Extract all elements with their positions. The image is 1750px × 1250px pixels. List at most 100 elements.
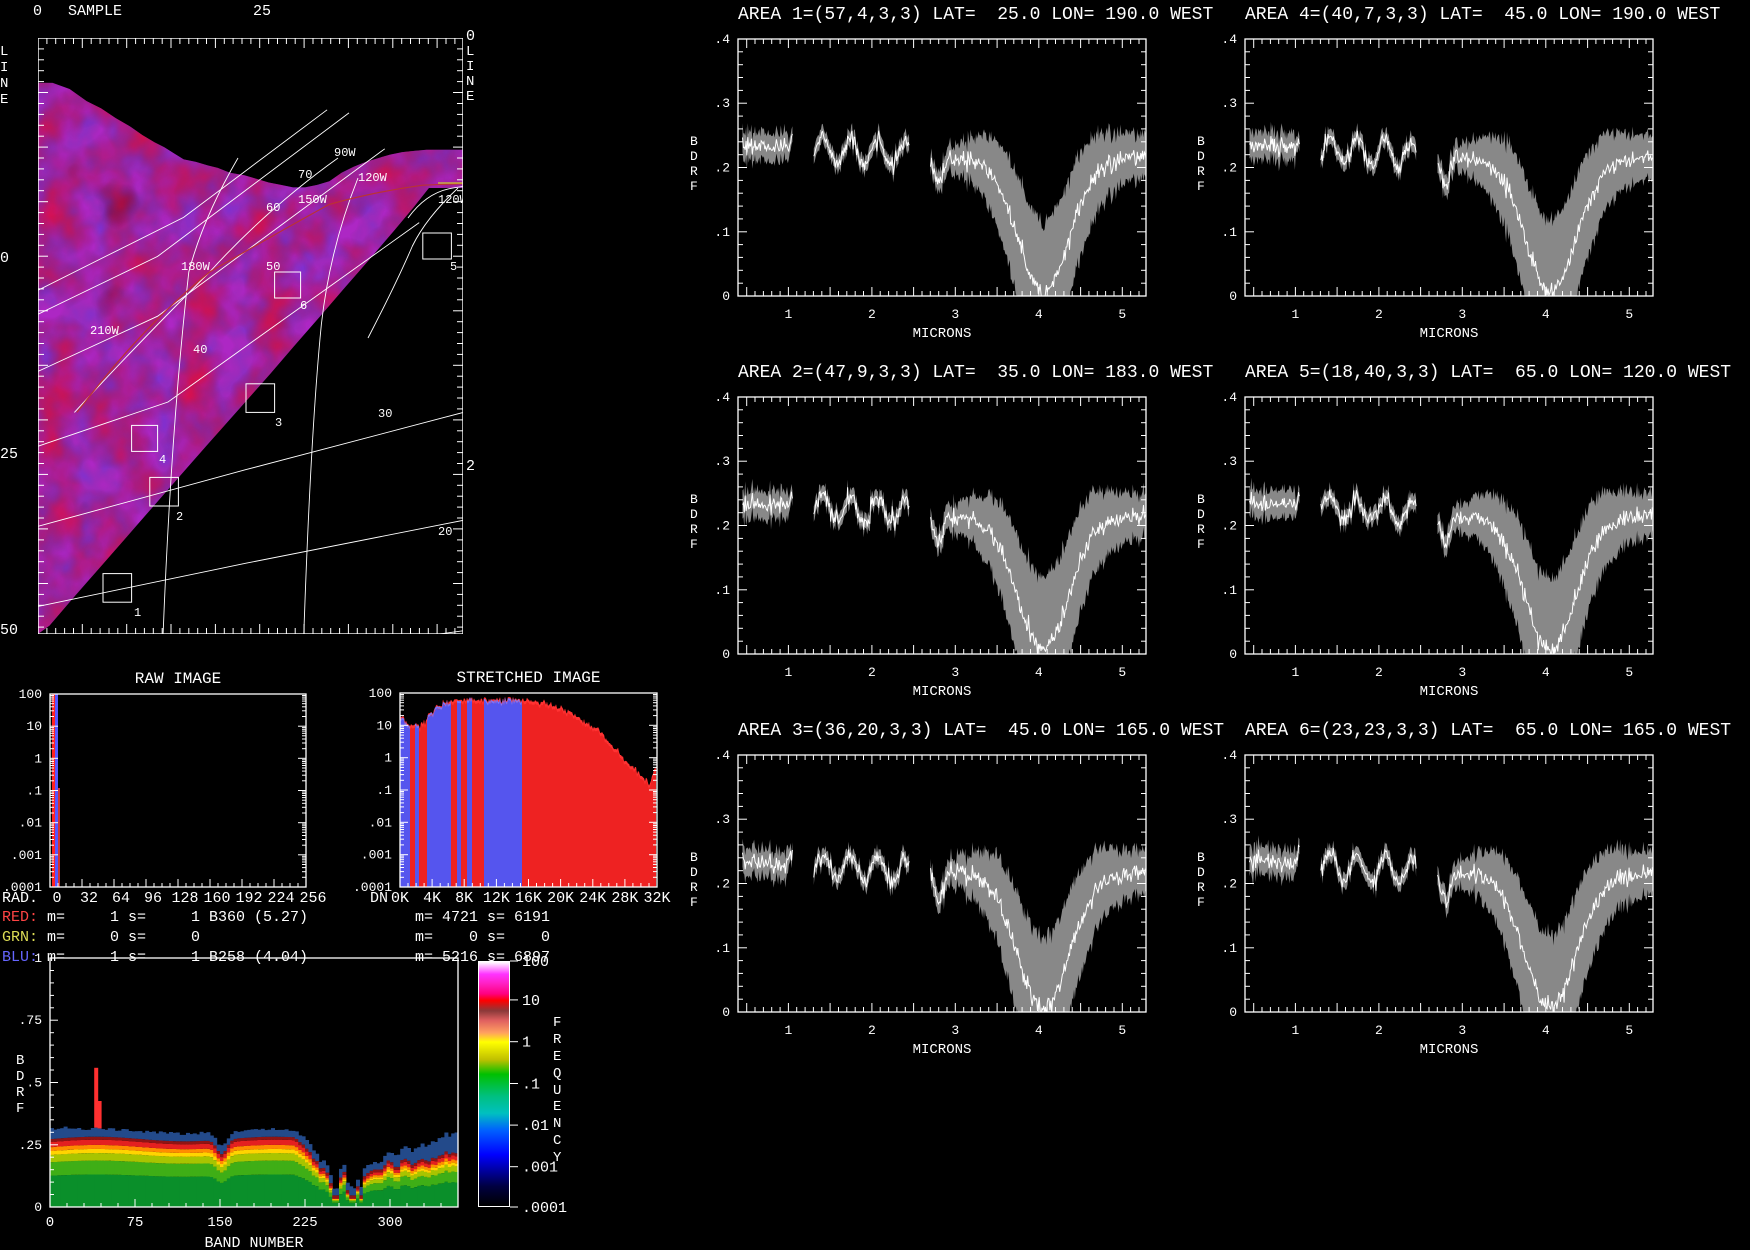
svg-text:.4: .4 — [1221, 748, 1237, 763]
svg-text:.4: .4 — [714, 748, 730, 763]
svg-text:4: 4 — [1542, 1023, 1550, 1038]
svg-text:2: 2 — [868, 1023, 876, 1038]
svg-text:3: 3 — [951, 665, 959, 680]
svg-text:5: 5 — [1625, 307, 1633, 322]
svg-text:6: 6 — [300, 299, 307, 313]
svg-text:.1: .1 — [714, 583, 730, 598]
svg-text:4: 4 — [1035, 665, 1043, 680]
svg-text:.2: .2 — [1221, 518, 1237, 533]
svg-text:.2: .2 — [714, 161, 730, 176]
svg-text:5: 5 — [1118, 665, 1126, 680]
svg-text:.25: .25 — [19, 1138, 42, 1153]
svg-text:.3: .3 — [1221, 812, 1237, 827]
svg-text:.01: .01 — [522, 1118, 549, 1135]
svg-text:50: 50 — [266, 260, 280, 274]
svg-text:.2: .2 — [1221, 876, 1237, 891]
svg-text:0: 0 — [722, 1005, 730, 1020]
svg-text:30: 30 — [378, 407, 392, 421]
svg-text:5: 5 — [1625, 1023, 1633, 1038]
svg-text:3: 3 — [1458, 307, 1466, 322]
svg-text:5: 5 — [1625, 665, 1633, 680]
svg-text:20: 20 — [438, 525, 452, 539]
svg-text:.4: .4 — [714, 390, 730, 405]
svg-text:3: 3 — [1458, 665, 1466, 680]
svg-text:.001: .001 — [11, 848, 42, 863]
svg-text:10: 10 — [522, 993, 540, 1010]
svg-text:0: 0 — [1229, 289, 1237, 304]
svg-text:2: 2 — [868, 665, 876, 680]
svg-text:3: 3 — [275, 416, 282, 430]
svg-text:5: 5 — [1118, 1023, 1126, 1038]
svg-text:.4: .4 — [714, 32, 730, 47]
svg-text:.0001: .0001 — [522, 1200, 567, 1217]
svg-text:120W: 120W — [438, 193, 463, 207]
svg-text:120W: 120W — [358, 171, 388, 185]
svg-text:5: 5 — [450, 260, 457, 274]
svg-text:4: 4 — [1542, 307, 1550, 322]
svg-text:150W: 150W — [298, 193, 328, 207]
svg-text:60: 60 — [266, 201, 280, 215]
svg-text:1: 1 — [784, 1023, 792, 1038]
svg-text:1: 1 — [134, 606, 141, 620]
svg-text:.01: .01 — [19, 816, 43, 831]
svg-text:0: 0 — [1229, 1005, 1237, 1020]
svg-text:2: 2 — [1375, 307, 1383, 322]
svg-text:1: 1 — [522, 1035, 531, 1052]
svg-text:4: 4 — [159, 453, 166, 467]
svg-text:3: 3 — [1458, 1023, 1466, 1038]
svg-text:2: 2 — [1375, 1023, 1383, 1038]
svg-text:5: 5 — [1118, 307, 1126, 322]
svg-text:0: 0 — [722, 647, 730, 662]
svg-text:.1: .1 — [522, 1077, 540, 1094]
svg-text:1: 1 — [784, 307, 792, 322]
svg-text:.1: .1 — [1221, 583, 1237, 598]
svg-text:0: 0 — [722, 289, 730, 304]
svg-text:.001: .001 — [361, 848, 392, 863]
svg-text:1: 1 — [1291, 665, 1299, 680]
svg-text:0: 0 — [34, 1200, 42, 1215]
svg-text:3: 3 — [951, 307, 959, 322]
svg-text:1: 1 — [34, 751, 42, 766]
svg-text:.1: .1 — [714, 940, 730, 955]
svg-text:.1: .1 — [714, 225, 730, 240]
svg-text:2: 2 — [1375, 665, 1383, 680]
svg-text:100: 100 — [19, 687, 42, 702]
svg-text:0: 0 — [1229, 647, 1237, 662]
svg-text:.4: .4 — [1221, 390, 1237, 405]
svg-text:.5: .5 — [26, 1076, 42, 1091]
svg-text:4: 4 — [1035, 307, 1043, 322]
svg-text:10: 10 — [26, 719, 42, 734]
svg-text:210W: 210W — [90, 324, 120, 338]
svg-text:180W: 180W — [181, 260, 211, 274]
svg-text:3: 3 — [951, 1023, 959, 1038]
svg-text:.1: .1 — [26, 784, 42, 799]
svg-text:.1: .1 — [376, 783, 392, 798]
svg-text:.2: .2 — [1221, 161, 1237, 176]
svg-text:1: 1 — [384, 751, 392, 766]
svg-text:40: 40 — [193, 343, 207, 357]
svg-text:.3: .3 — [714, 812, 730, 827]
svg-text:.3: .3 — [714, 454, 730, 469]
svg-text:.3: .3 — [714, 96, 730, 111]
svg-text:70: 70 — [298, 168, 312, 182]
svg-text:1: 1 — [1291, 1023, 1299, 1038]
svg-text:.75: .75 — [19, 1013, 42, 1028]
svg-text:.2: .2 — [714, 876, 730, 891]
svg-text:.3: .3 — [1221, 96, 1237, 111]
svg-text:.1: .1 — [1221, 940, 1237, 955]
svg-text:.1: .1 — [1221, 225, 1237, 240]
svg-text:4: 4 — [1542, 665, 1550, 680]
svg-text:10: 10 — [376, 718, 392, 733]
svg-text:90W: 90W — [334, 146, 356, 160]
svg-text:1: 1 — [34, 951, 42, 966]
svg-text:2: 2 — [176, 510, 183, 524]
svg-text:.3: .3 — [1221, 454, 1237, 469]
svg-text:1: 1 — [784, 665, 792, 680]
svg-text:.4: .4 — [1221, 32, 1237, 47]
svg-text:.01: .01 — [369, 815, 393, 830]
svg-text:100: 100 — [369, 686, 392, 701]
svg-text:2: 2 — [868, 307, 876, 322]
svg-text:.2: .2 — [714, 518, 730, 533]
svg-text:4: 4 — [1035, 1023, 1043, 1038]
svg-text:1: 1 — [1291, 307, 1299, 322]
